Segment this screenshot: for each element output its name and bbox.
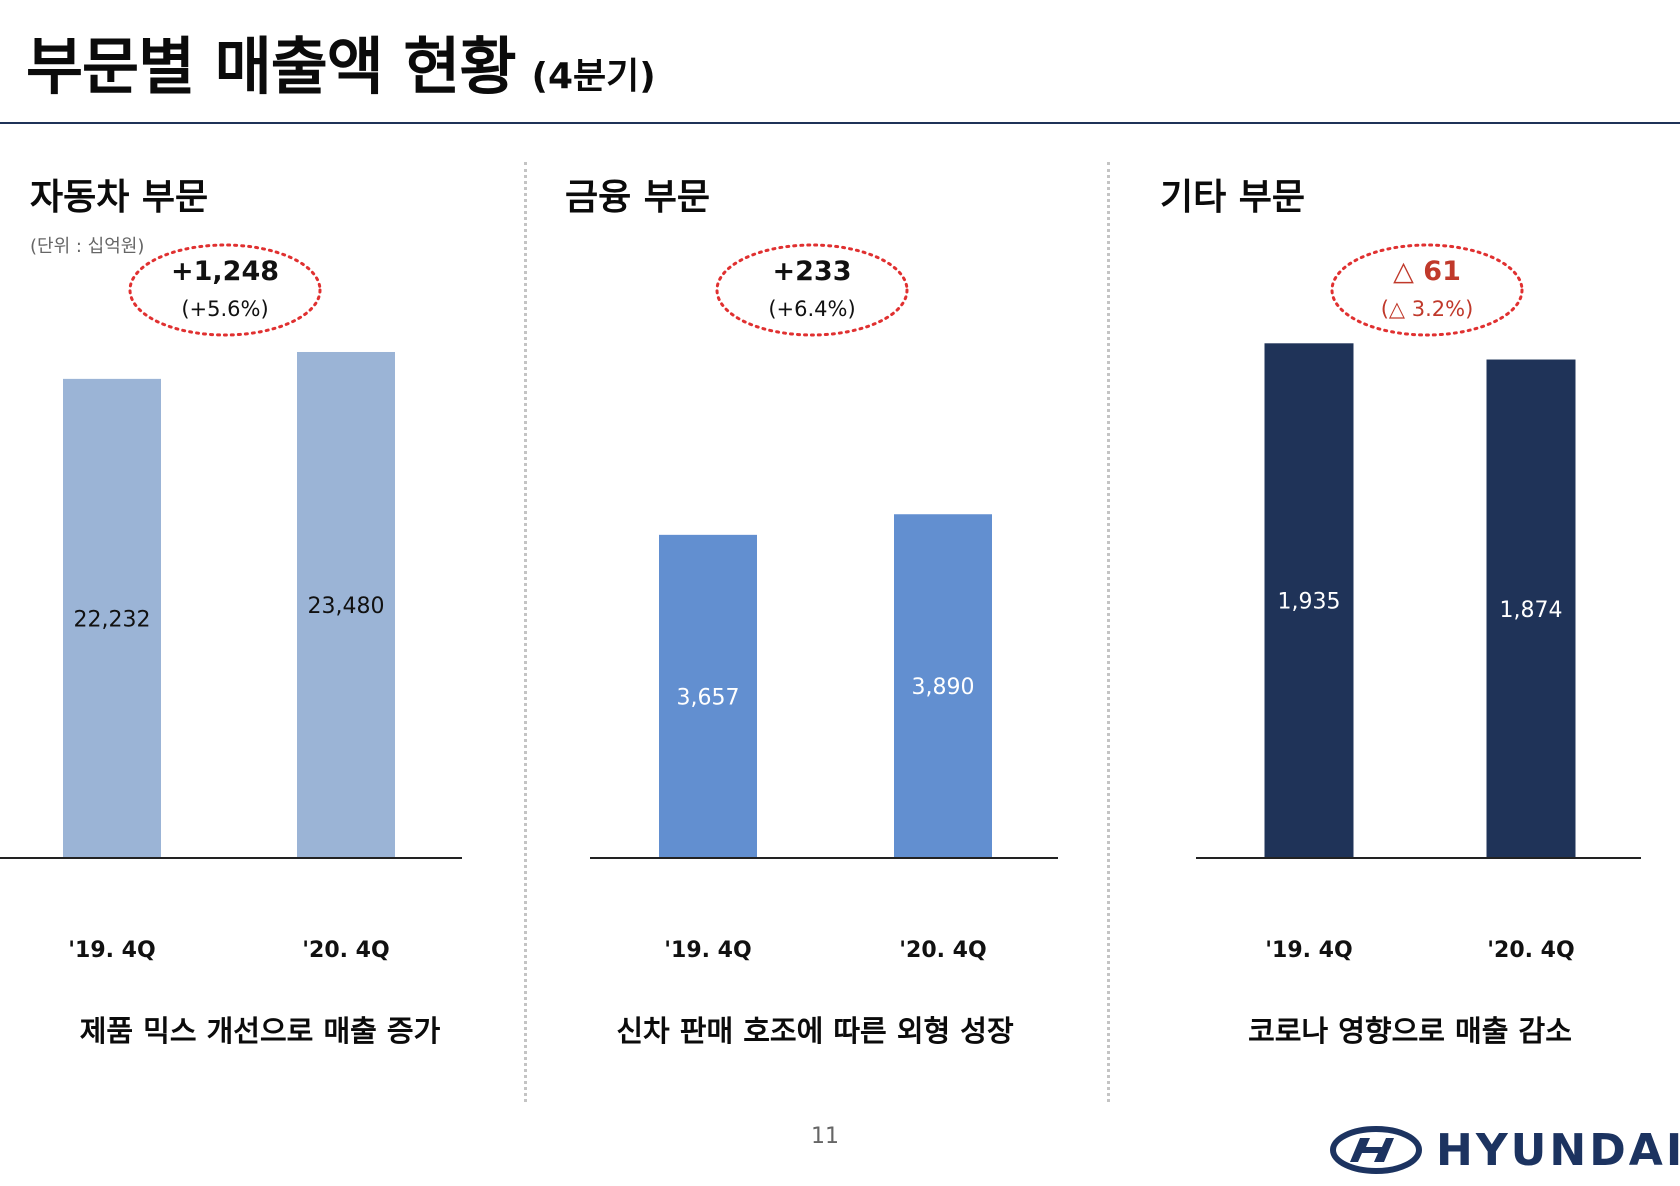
bar bbox=[1486, 359, 1576, 858]
x-tick-label: '20. 4Q bbox=[899, 938, 986, 963]
page-title-suffix: (4분기) bbox=[531, 56, 656, 97]
panel-title: 금융 부문 bbox=[565, 177, 711, 218]
change-percent: (+5.6%) bbox=[181, 297, 268, 321]
logo-text: HYUNDAI bbox=[1436, 1124, 1680, 1176]
panel-automotive: 자동차 부문 (단위 : 십억원) +1,248 (+5.6%) 22,232 '19… bbox=[0, 160, 490, 1090]
bar-value-label: 22,232 bbox=[74, 607, 151, 632]
change-value: △ 61 bbox=[1393, 256, 1461, 287]
panel-caption: 제품 믹스 개선으로 매출 증가 bbox=[79, 1014, 441, 1048]
bar bbox=[659, 534, 757, 858]
title-divider bbox=[0, 122, 1680, 124]
page-number: 11 bbox=[811, 1124, 839, 1149]
change-value: +1,248 bbox=[171, 256, 279, 287]
panel-caption: 신차 판매 호조에 따른 외형 성장 bbox=[616, 1014, 1014, 1048]
x-tick-label: '19. 4Q bbox=[68, 938, 155, 963]
bar-value-label: 1,935 bbox=[1278, 590, 1341, 615]
page-title-group: 부문별 매출액 현황 (4분기) bbox=[26, 16, 656, 106]
bar bbox=[1264, 343, 1354, 858]
change-ellipse bbox=[1330, 243, 1524, 337]
bar-chart-finance: +233 (+6.4%) 3,657 '19. 4Q 3,890 '20. 4Q bbox=[590, 243, 1058, 963]
change-percent: (+6.4%) bbox=[768, 297, 855, 321]
page-title: 부문별 매출액 현황 bbox=[26, 30, 516, 103]
x-tick-label: '19. 4Q bbox=[664, 938, 751, 963]
x-tick-label: '20. 4Q bbox=[1487, 938, 1574, 963]
hyundai-emblem-icon bbox=[1330, 1126, 1422, 1174]
x-tick-label: '19. 4Q bbox=[1265, 938, 1352, 963]
change-value: +233 bbox=[773, 256, 852, 287]
change-ellipse bbox=[715, 243, 909, 337]
bar bbox=[297, 351, 395, 858]
panel-separator bbox=[524, 162, 527, 1102]
hyundai-logo: HYUNDAI bbox=[1330, 1124, 1680, 1176]
bar-chart-other: △ 61 (△ 3.2%) 1,935 '19. 4Q 1,874 '20. 4Q bbox=[1196, 243, 1641, 963]
bar-value-label: 1,874 bbox=[1500, 598, 1563, 623]
panel-title: 자동차 부문 bbox=[30, 177, 209, 218]
bar-value-label: 23,480 bbox=[308, 594, 385, 619]
bar bbox=[894, 514, 992, 858]
panel-caption: 코로나 영향으로 매출 감소 bbox=[1248, 1014, 1572, 1048]
x-tick-label: '20. 4Q bbox=[302, 938, 389, 963]
change-ellipse bbox=[128, 243, 322, 337]
bar bbox=[63, 378, 161, 858]
bar-chart-automotive: +1,248 (+5.6%) 22,232 '19. 4Q 23,480 '20. 4Q bbox=[0, 243, 462, 963]
bar-value-label: 3,657 bbox=[677, 685, 740, 710]
panel-title: 기타 부문 bbox=[1160, 177, 1306, 218]
bar-value-label: 3,890 bbox=[912, 675, 975, 700]
panel-separator bbox=[1107, 162, 1110, 1102]
unit-label: (단위 : 십억원) bbox=[30, 236, 145, 257]
panel-finance: 금융 부문 +233 (+6.4%) 3,657 '19. 4Q 3,890 '20. 4… bbox=[565, 160, 1065, 1090]
panel-other: 기타 부문 △ 61 (△ 3.2%) 1,935 '19. 4Q 1,874 '20. … bbox=[1160, 160, 1660, 1090]
change-percent: (△ 3.2%) bbox=[1381, 297, 1474, 321]
